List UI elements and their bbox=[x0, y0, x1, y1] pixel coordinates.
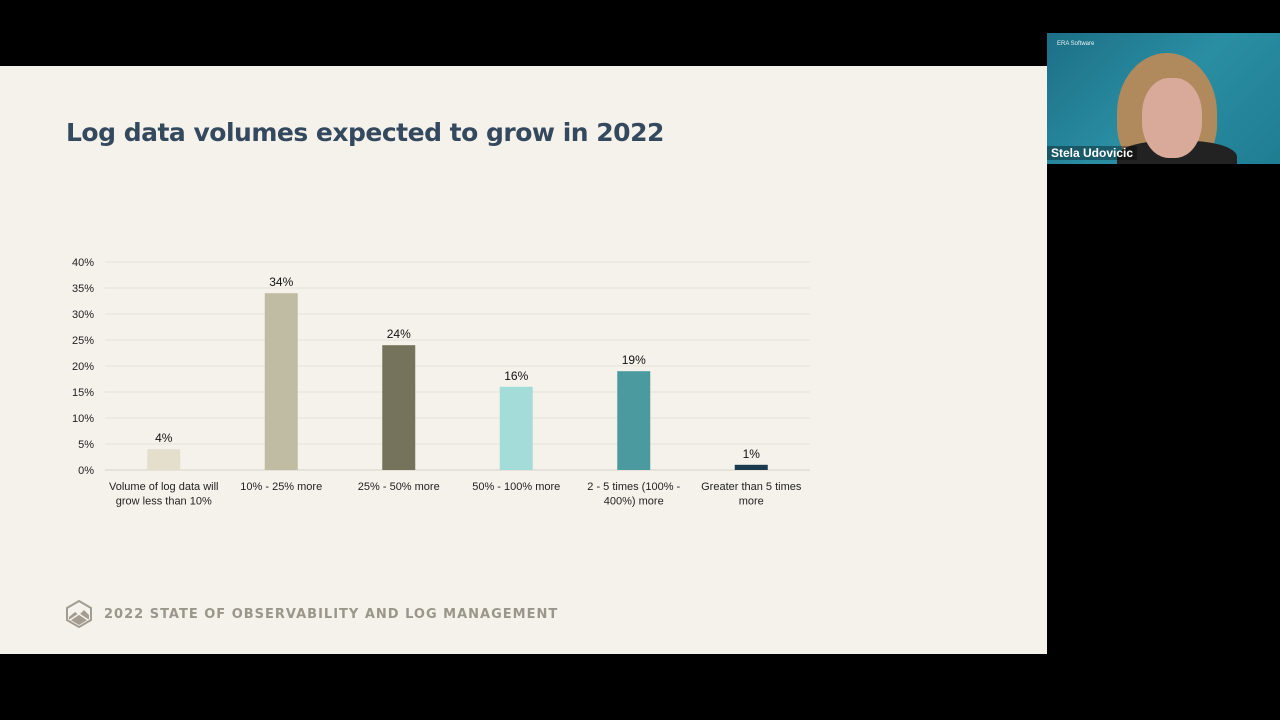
x-category-label: 400%) more bbox=[604, 496, 664, 508]
y-tick-label: 40% bbox=[72, 257, 94, 269]
y-tick-label: 25% bbox=[72, 335, 94, 347]
slide: Log data volumes expected to grow in 202… bbox=[0, 66, 1047, 654]
slide-footer: 2022 STATE OF OBSERVABILITY AND LOG MANA… bbox=[66, 600, 558, 628]
y-tick-label: 30% bbox=[72, 309, 94, 321]
bar bbox=[147, 449, 181, 470]
data-label: 16% bbox=[504, 369, 528, 383]
slide-title: Log data volumes expected to grow in 202… bbox=[66, 118, 664, 147]
y-tick-label: 10% bbox=[72, 413, 94, 425]
x-category-label: 50% - 100% more bbox=[472, 481, 560, 493]
footer-text: 2022 STATE OF OBSERVABILITY AND LOG MANA… bbox=[104, 606, 559, 622]
x-category-label: Greater than 5 times bbox=[701, 481, 802, 493]
x-category-label: more bbox=[739, 496, 764, 508]
data-label: 1% bbox=[743, 447, 761, 461]
y-tick-label: 15% bbox=[72, 387, 94, 399]
y-tick-label: 5% bbox=[78, 439, 94, 451]
participant-face bbox=[1142, 78, 1202, 158]
bar bbox=[382, 345, 416, 470]
bar bbox=[734, 464, 768, 470]
x-category-label: Volume of log data will bbox=[109, 481, 218, 493]
participant-name: Stela Udovicic bbox=[1047, 146, 1138, 160]
data-label: 4% bbox=[155, 431, 173, 445]
bar bbox=[264, 293, 298, 470]
logo-icon bbox=[66, 600, 92, 628]
x-category-label: 10% - 25% more bbox=[240, 481, 322, 493]
bar-chart: 0% 5% 10% 15% 20% 25% 30% 35% 40% 4% Volume of log… bbox=[72, 257, 810, 508]
y-tick-label: 20% bbox=[72, 361, 94, 373]
data-label: 24% bbox=[387, 327, 411, 341]
data-label: 34% bbox=[269, 275, 293, 289]
participant-video-tile[interactable]: ERA Software Stela Udovicic bbox=[1047, 33, 1280, 164]
data-label: 19% bbox=[622, 353, 646, 367]
y-tick-label: 0% bbox=[78, 465, 94, 477]
x-category-label: 2 - 5 times (100% - bbox=[587, 481, 680, 493]
bar bbox=[499, 386, 533, 470]
x-category-label: 25% - 50% more bbox=[358, 481, 440, 493]
x-category-label: grow less than 10% bbox=[116, 496, 212, 508]
y-tick-label: 35% bbox=[72, 283, 94, 295]
bar bbox=[617, 371, 651, 470]
brand-watermark: ERA Software bbox=[1057, 41, 1095, 47]
